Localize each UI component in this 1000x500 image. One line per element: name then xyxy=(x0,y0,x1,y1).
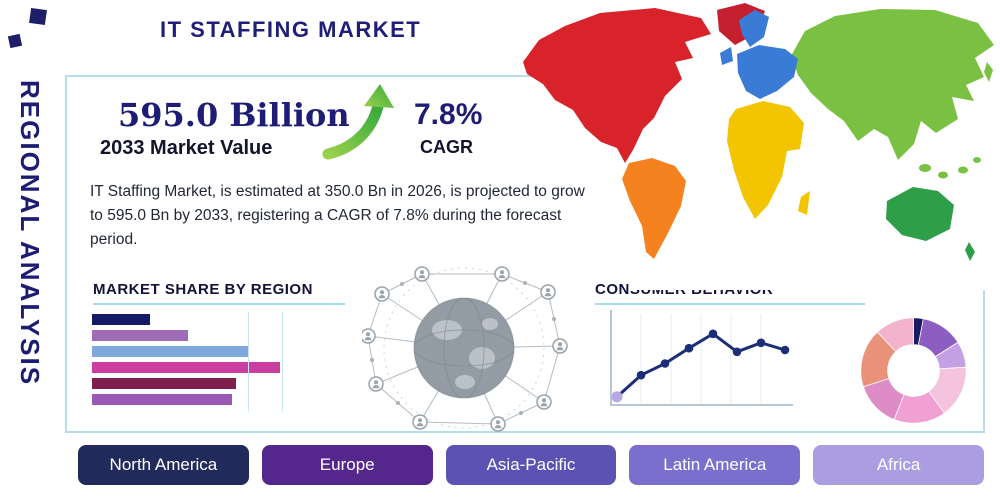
region-buttons: North America Europe Asia-Pacific Latin Ame… xyxy=(78,445,984,485)
market-description: IT Staffing Market, is estimated at 350.… xyxy=(90,183,585,249)
market-share-bar-3 xyxy=(92,346,248,357)
cagr-label: CAGR xyxy=(420,137,473,157)
market-share-bar-6 xyxy=(92,394,232,405)
line-chart-axes xyxy=(610,310,793,406)
market-share-heading: MARKET SHARE BY REGION xyxy=(93,281,313,298)
line-point-7 xyxy=(756,338,766,348)
consumer-behavior-heading-rule xyxy=(595,303,865,305)
region-button-europe[interactable]: Europe xyxy=(261,445,433,485)
line-point-6 xyxy=(732,347,742,357)
map-region-south-america xyxy=(622,158,686,259)
cagr-value: 7.8% xyxy=(414,98,483,131)
growth-arrow-icon xyxy=(320,81,397,162)
market-share-bar-chart xyxy=(92,312,294,412)
decor-square-1 xyxy=(29,7,47,26)
market-share-bar-2 xyxy=(92,330,188,341)
consumer-behavior-line-chart xyxy=(610,310,793,406)
map-region-north-america xyxy=(523,8,711,163)
line-point-1 xyxy=(611,391,623,403)
bar-gridline-2 xyxy=(282,312,283,412)
region-button-africa[interactable]: Africa xyxy=(813,445,984,485)
map-region-europe xyxy=(720,10,798,99)
map-region-asia-islands xyxy=(919,62,993,179)
market-value: 595.0 Billion xyxy=(118,96,350,134)
line-point-2 xyxy=(636,370,646,380)
map-region-africa xyxy=(727,101,810,219)
bar-gridline-1 xyxy=(248,312,249,412)
side-label: REGIONAL ANALYSIS xyxy=(15,80,45,387)
market-value-label: 2033 Market Value xyxy=(100,137,273,159)
world-map xyxy=(523,0,1000,290)
line-point-4 xyxy=(684,343,694,353)
line-point-3 xyxy=(660,359,670,368)
market-share-bar-1 xyxy=(92,314,150,325)
market-share-bar-5 xyxy=(92,378,236,389)
region-button-north-america[interactable]: North America xyxy=(78,445,249,485)
map-region-asia xyxy=(791,9,994,160)
line-point-5 xyxy=(708,329,718,339)
page-title: IT STAFFING MARKET xyxy=(160,17,422,42)
region-button-asia-pacific[interactable]: Asia-Pacific xyxy=(445,445,617,485)
map-region-australia xyxy=(886,187,975,261)
line-chart-gridlines xyxy=(640,314,762,405)
market-donut-chart xyxy=(860,317,967,424)
decor-square-2 xyxy=(7,33,23,49)
market-share-heading-rule xyxy=(93,303,345,305)
market-share-bar-4 xyxy=(92,362,280,373)
region-button-latin-america[interactable]: Latin America xyxy=(629,445,801,485)
line-point-8 xyxy=(780,345,790,355)
donut-segment-8 xyxy=(876,317,914,353)
global-network-illustration xyxy=(362,266,568,432)
